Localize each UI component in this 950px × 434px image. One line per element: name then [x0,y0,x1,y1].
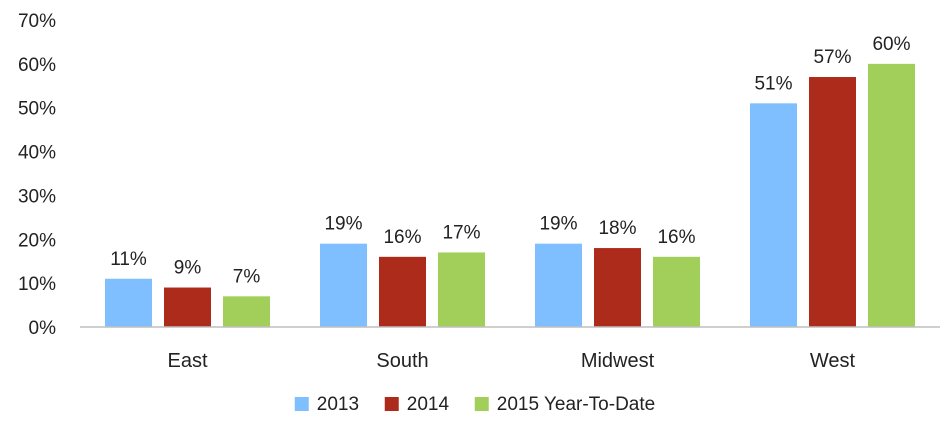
bar [750,103,797,327]
bar [223,296,270,327]
data-label: 7% [233,266,261,287]
y-tick-label: 60% [18,55,56,76]
x-tick-label: South [376,350,428,372]
bar [653,256,700,327]
bar [164,287,211,327]
x-tick-label: West [810,350,856,372]
bar [809,77,856,327]
data-label: 19% [539,214,577,235]
data-label: 16% [657,227,695,248]
data-label: 11% [110,249,147,270]
y-tick-label: 20% [18,230,56,251]
bar [868,63,915,327]
legend-swatch [384,397,399,411]
y-tick-label: 10% [18,274,56,295]
bar [438,252,485,327]
legend-label: 2013 [317,394,359,415]
bar [105,278,152,327]
legend-label: 2014 [407,394,450,415]
x-tick-label: East [167,350,207,372]
bar [379,256,426,327]
legend-swatch [474,397,489,411]
legend: 2013 2014 2015 Year-To-Date [294,394,655,415]
data-label: 60% [872,34,910,55]
data-label: 16% [383,227,421,248]
y-tick-label: 70% [18,11,56,32]
data-label: 57% [813,47,851,68]
y-tick-label: 0% [29,318,57,339]
bar [320,243,367,327]
y-tick-label: 50% [18,99,56,120]
y-tick-label: 30% [18,186,56,207]
data-label: 18% [598,218,636,239]
data-label: 9% [174,258,202,279]
x-tick-label: Midwest [581,350,655,372]
data-label: 17% [442,222,480,243]
y-tick-label: 40% [18,143,56,164]
legend-label: 2015 Year-To-Date [497,394,655,415]
bar [594,248,641,327]
data-label: 19% [324,214,362,235]
legend-swatch [294,397,309,411]
data-label: 51% [754,73,792,94]
bar [535,243,582,327]
